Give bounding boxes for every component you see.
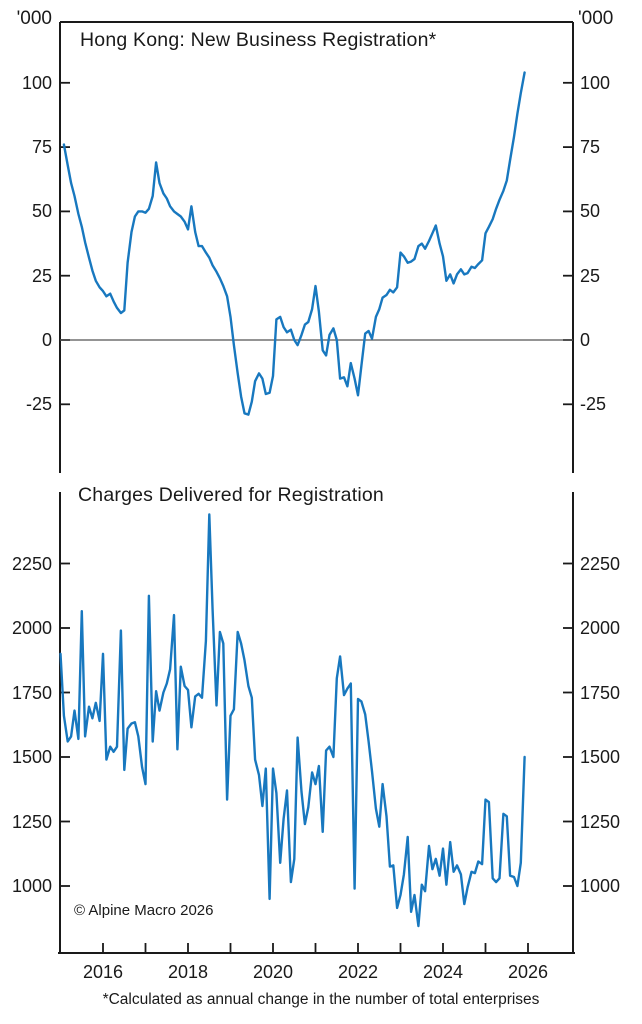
bottom-panel-ytick-label-right: 1250 [580, 811, 621, 832]
bottom-panel-ytick-label-right: 1500 [580, 747, 621, 767]
top-panel-ytick-label-right: -25 [580, 394, 607, 415]
top-panel-ytick-label-right: 50 [580, 201, 601, 222]
bottom-panel-ytick-label-right: 1750 [580, 682, 621, 703]
bottom-panel-ytick-label-left: 1750 [11, 682, 52, 703]
top-panel-ytick-label-left: 75 [31, 137, 52, 158]
bottom-panel-ytick-label-right: 2250 [580, 553, 621, 574]
top-panel-ytick-label-right: 25 [580, 265, 601, 286]
bottom-panel-ytick-label-left: 1000 [11, 876, 52, 896]
copyright-note: © Alpine Macro 2026 [74, 902, 214, 919]
bottom-panel-ytick-label-right: 1000 [580, 876, 621, 896]
x-axis-tick-label: 2026 [507, 962, 549, 982]
top-panel-title: Hong Kong: New Business Registration* [80, 29, 437, 51]
top-panel-data-line [62, 71, 526, 416]
top-panel-ytick-label-left: 100 [21, 72, 52, 93]
top-panel-ytick-label-left: 0 [41, 330, 52, 350]
x-axis-tick-label: 2018 [167, 962, 209, 982]
top-panel-ytick-label-right: 0 [580, 330, 591, 350]
footnote: *Calculated as annual change in the numb… [102, 991, 540, 1008]
bottom-panel-title: Charges Delivered for Registration [78, 484, 384, 506]
bottom-panel-data-line [59, 513, 526, 928]
x-axis-tick-label: 2016 [82, 962, 124, 982]
bottom-panel-ytick-label-right: 2000 [580, 618, 621, 638]
bottom-panel-ytick-label-left: 2000 [11, 618, 52, 638]
top-panel-ytick-label-right: 75 [580, 137, 601, 158]
x-axis-tick-label: 2020 [252, 962, 294, 982]
x-axis-tick-label: 2024 [422, 962, 464, 982]
top-panel-ytick-label-left: -25 [25, 394, 52, 415]
top-panel-unit-label-right: '000 [578, 8, 614, 29]
x-axis-tick-label: 2022 [337, 962, 379, 982]
bottom-panel-ytick-label-left: 1250 [11, 811, 52, 832]
top-panel-unit-label-left: '000 [16, 8, 52, 29]
bottom-panel-ytick-label-left: 2250 [11, 553, 52, 574]
top-panel-ytick-label-left: 50 [31, 201, 52, 222]
bottom-panel-ytick-label-left: 1500 [11, 747, 52, 767]
top-panel-ytick-label-left: 25 [31, 265, 52, 286]
top-panel-ytick-label-right: 100 [580, 72, 611, 93]
